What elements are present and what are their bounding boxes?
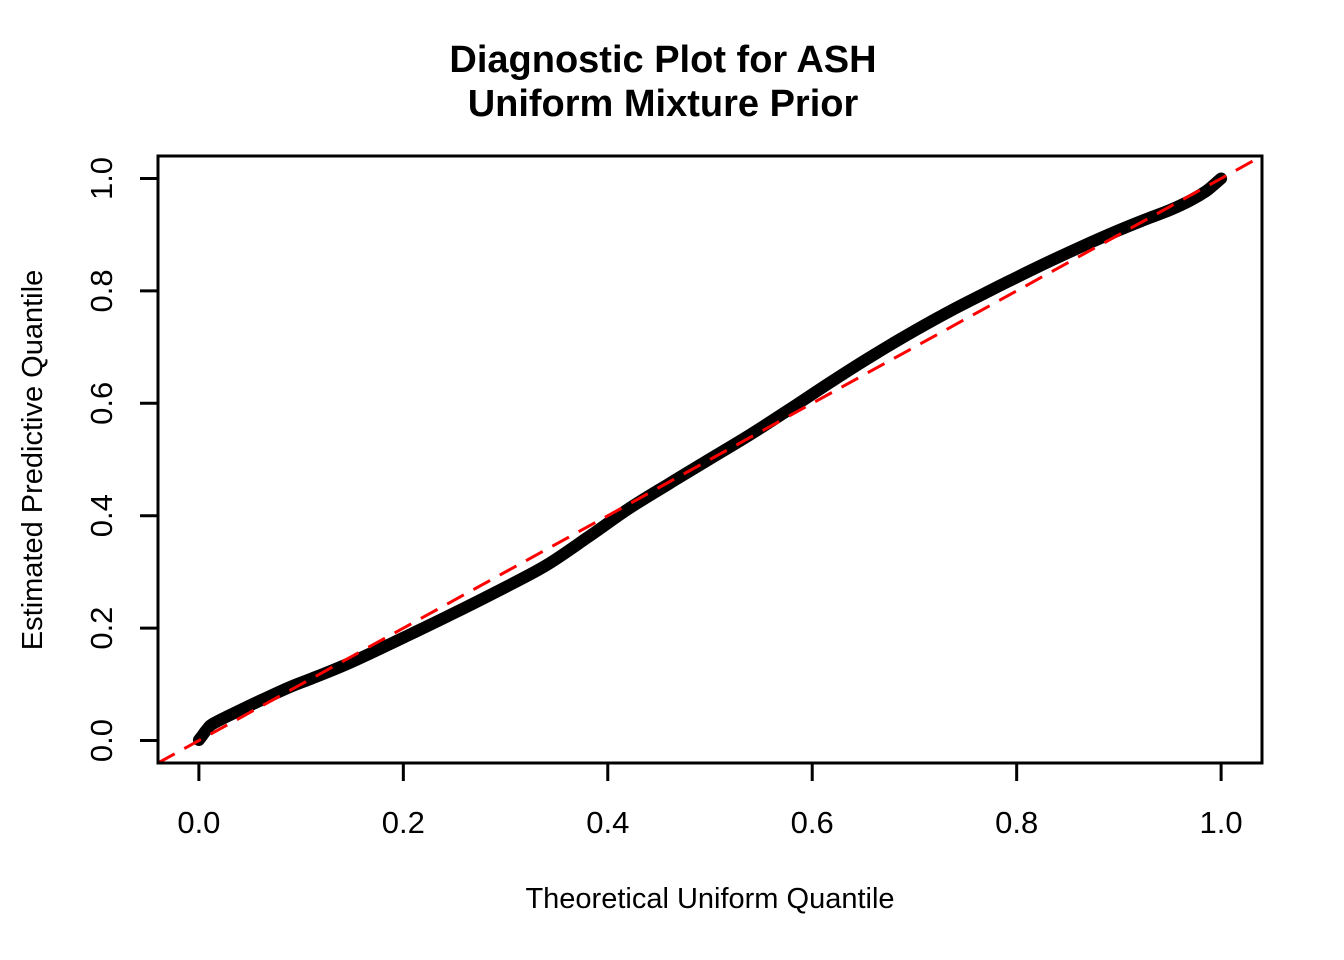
y-axis-label: Estimated Predictive Quantile bbox=[17, 270, 49, 650]
y-tick-label: 0.2 bbox=[84, 607, 119, 650]
chart-title-line-1: Diagnostic Plot for ASH bbox=[449, 39, 876, 81]
y-tick-label: 0.6 bbox=[84, 382, 119, 425]
axes-layer: 0.0 0.2 0.4 0.6 0.8 1.0 0.0 0.2 0.4 0.6 0.8 1.0 bbox=[84, 154, 1264, 840]
plot-box bbox=[156, 154, 1264, 765]
x-tick-label: 1.0 bbox=[1200, 805, 1243, 840]
chart-title-line-2: Uniform Mixture Prior bbox=[468, 83, 859, 125]
x-tick-label: 0.4 bbox=[586, 805, 629, 840]
x-tick-label: 0.8 bbox=[995, 805, 1038, 840]
y-tick-label: 0.8 bbox=[84, 269, 119, 312]
x-axis-label: Theoretical Uniform Quantile bbox=[525, 883, 894, 915]
x-tick-label: 0.6 bbox=[791, 805, 834, 840]
x-tick-label: 0.2 bbox=[382, 805, 425, 840]
y-tick-label: 0.4 bbox=[84, 494, 119, 537]
y-tick-label: 1.0 bbox=[84, 157, 119, 200]
x-tick-label: 0.0 bbox=[177, 805, 220, 840]
y-tick-label: 0.0 bbox=[84, 719, 119, 762]
